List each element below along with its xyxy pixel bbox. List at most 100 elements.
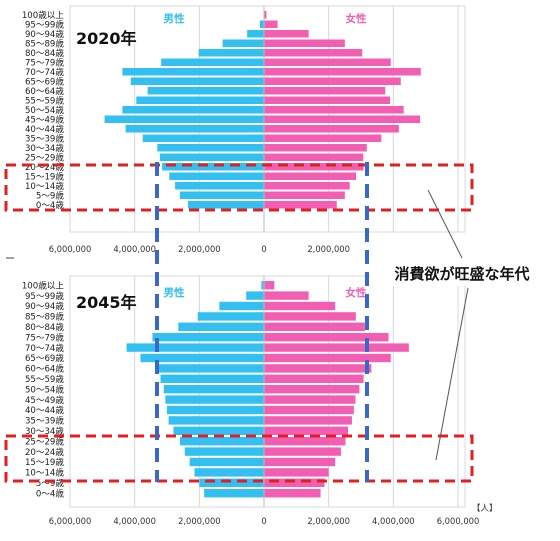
x-tick-label: 6,000,000 — [437, 516, 480, 526]
highlight-box-2020 — [4, 163, 474, 212]
age-tick-label: 20～24歳 — [25, 161, 64, 173]
bar-male — [104, 115, 264, 123]
x-tick-label: 2,000,000 — [178, 516, 221, 526]
bar-female — [264, 201, 337, 209]
bar-female — [264, 77, 401, 85]
bar-male — [160, 374, 264, 383]
x-tick-label: 4,000,000 — [113, 516, 156, 526]
bar-female — [264, 301, 336, 311]
age-tick-label: 50～54歳 — [25, 104, 64, 116]
bar-male — [140, 353, 264, 363]
bar-male — [168, 416, 264, 425]
bar-male — [188, 201, 264, 209]
age-tick-label: 15～19歳 — [25, 456, 64, 468]
age-tick-label: 80～84歳 — [25, 321, 64, 333]
age-tick-label: 85～89歳 — [25, 37, 64, 49]
bar-male — [259, 20, 264, 28]
bar-male — [126, 343, 264, 352]
age-tick-label: 15～19歳 — [25, 170, 64, 182]
bar-male — [147, 87, 264, 95]
bar-female — [264, 364, 372, 373]
bar-male — [222, 39, 264, 47]
annotation-pointer — [435, 287, 469, 461]
bar-female — [264, 39, 345, 47]
bar-male — [199, 478, 264, 487]
bar-female — [264, 106, 404, 114]
bar-male — [261, 281, 264, 290]
bar-male — [125, 125, 264, 133]
bar-female — [264, 153, 364, 161]
bar-female — [264, 385, 360, 394]
bar-female — [264, 96, 391, 104]
age-tick-label: 75～79歳 — [25, 331, 64, 343]
annotation-pointer — [427, 189, 463, 259]
bar-female — [264, 58, 391, 66]
bar-female — [264, 333, 389, 342]
age-tick-label: 40～44歳 — [25, 404, 64, 416]
bar-male — [159, 153, 264, 161]
age-tick-label: 50～54歳 — [25, 383, 64, 395]
age-tick-label: 100歳以上 — [22, 279, 65, 291]
bar-male — [219, 301, 264, 311]
age-tick-label: 65～69歳 — [25, 352, 64, 364]
bar-female — [264, 172, 357, 180]
bar-male — [246, 291, 264, 300]
x-tick-label: 2,000,000 — [307, 244, 350, 254]
legend-male: 男性 — [164, 286, 185, 299]
bar-male — [179, 191, 264, 199]
legend-female: 女性 — [346, 12, 367, 25]
unit-label: 【人】 — [472, 504, 498, 514]
age-tick-label: 80～84歳 — [25, 47, 64, 59]
annotation-background — [370, 260, 556, 286]
bar-female — [264, 416, 352, 425]
bar-male — [189, 457, 264, 467]
bar-male — [155, 364, 264, 373]
bar-female — [264, 478, 325, 487]
age-tick-label: 85～89歳 — [25, 311, 64, 323]
age-tick-label: 70～74歳 — [25, 66, 64, 78]
bar-female — [264, 20, 278, 28]
age-tick-label: 60～64歳 — [25, 85, 64, 97]
age-tick-label: 25～29歳 — [25, 151, 64, 163]
age-tick-label: 75～79歳 — [25, 56, 64, 68]
bar-female — [264, 281, 275, 290]
bar-female — [264, 322, 365, 331]
bar-female — [264, 49, 363, 57]
age-tick-label: 45～49歳 — [25, 394, 64, 406]
age-tick-label: 90～94歳 — [25, 300, 64, 312]
x-tick-label: 4,000,000 — [113, 244, 156, 254]
bar-male — [198, 49, 264, 57]
age-tick-label: 0～4歳 — [36, 487, 65, 499]
bar-male — [165, 395, 264, 404]
chart-title: 2020年 — [76, 29, 137, 48]
bar-female — [264, 30, 309, 38]
bar-female — [264, 447, 341, 456]
age-tick-label: 60～64歳 — [25, 363, 64, 375]
annotation-overlay: 消費欲が旺盛な年代【人】 — [4, 162, 556, 514]
x-tick-label: 0 — [261, 244, 266, 254]
bar-male — [178, 322, 264, 331]
bar-male — [152, 333, 264, 342]
bar-female — [264, 134, 382, 142]
bar-male — [163, 385, 264, 394]
age-tick-label: 0～4歳 — [36, 199, 65, 211]
age-tick-label: 5～9歳 — [36, 189, 65, 201]
bar-male — [136, 96, 264, 104]
age-tick-label: 30～34歳 — [25, 142, 64, 154]
bar-male — [167, 405, 264, 415]
bar-female — [264, 125, 399, 133]
bar-female — [264, 437, 346, 446]
bar-female — [264, 489, 321, 498]
bar-male — [130, 77, 264, 85]
bar-female — [264, 115, 421, 123]
bar-female — [264, 405, 354, 415]
bar-female — [264, 395, 356, 404]
bar-female — [264, 343, 409, 352]
bar-male — [175, 182, 264, 190]
age-tick-label: 55～59歳 — [25, 94, 64, 106]
chart-title: 2045年 — [76, 293, 137, 312]
age-tick-label: 30～34歳 — [25, 425, 64, 437]
bar-male — [162, 163, 264, 171]
x-tick-label: 2,000,000 — [307, 516, 350, 526]
